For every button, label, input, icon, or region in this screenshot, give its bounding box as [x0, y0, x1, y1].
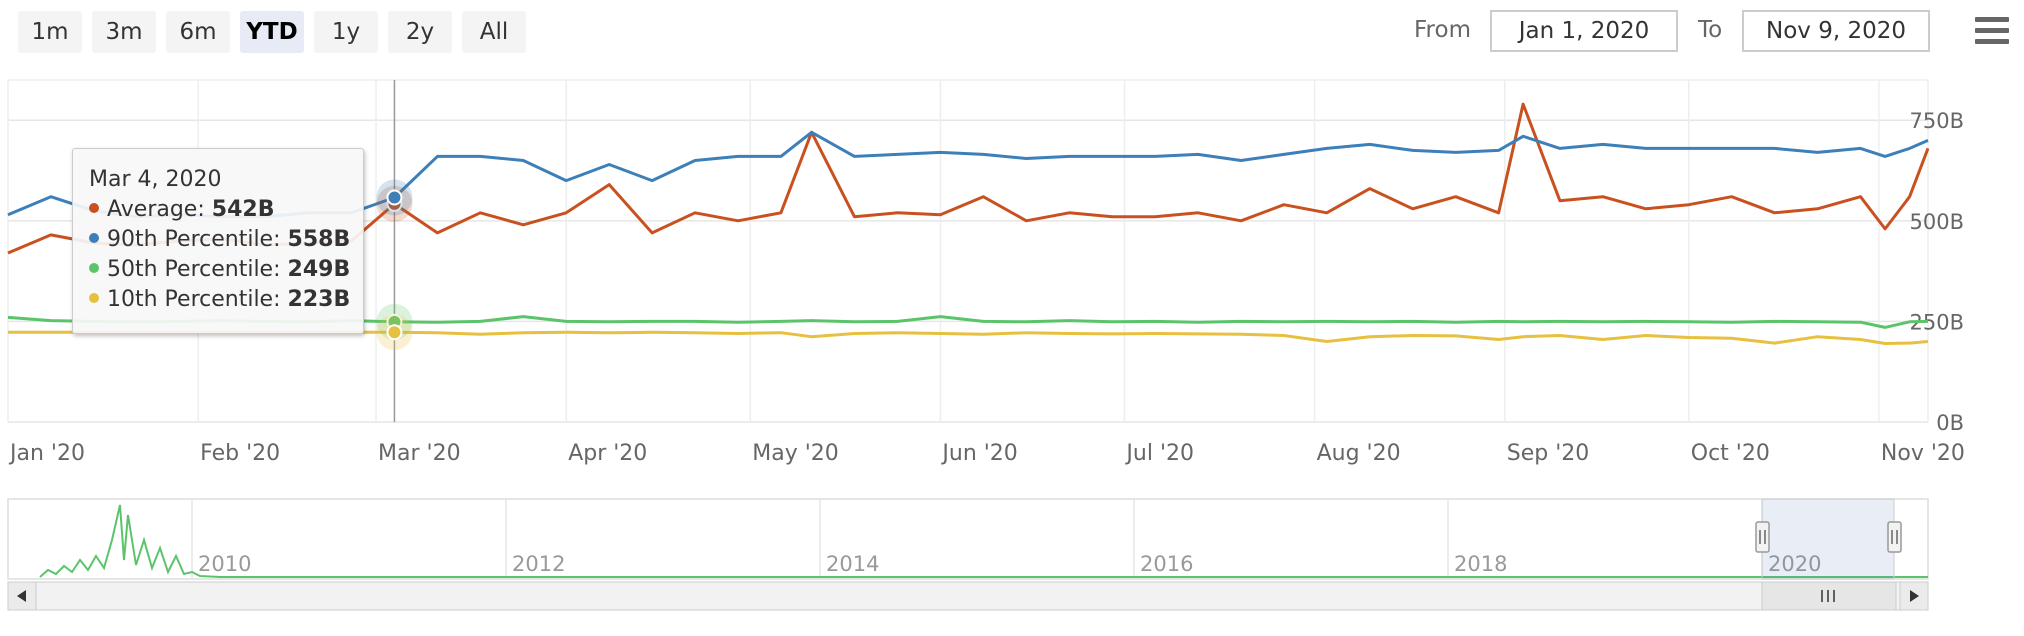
hamburger-menu-icon[interactable] [1975, 17, 2009, 47]
p10-dot-icon [89, 293, 99, 303]
range-button-1m[interactable]: 1m [18, 11, 82, 53]
chart-tooltip: Mar 4, 2020 Average: 542B 90th Percentil… [72, 148, 364, 334]
y-tick-label: 500B [1910, 210, 1965, 234]
p90-dot-icon [89, 233, 99, 243]
navigator-year-label: 2016 [1140, 552, 1193, 576]
x-axis-labels: Jan '20 Feb '20 Mar '20 Apr '20 May '20 Jun '… [8, 441, 1965, 466]
x-tick-label: Mar '20 [378, 441, 461, 466]
tooltip-row-average: Average: 542B [89, 195, 363, 225]
navigator-series-line [39, 504, 1928, 578]
navigator-year-label: 2010 [198, 552, 251, 576]
to-label: To [1698, 17, 1723, 43]
navigator-year-label: 2018 [1454, 552, 1507, 576]
tooltip-label: 10th Percentile: [107, 287, 281, 312]
tooltip-value: 558B [287, 227, 351, 252]
tooltip-label: 90th Percentile: [107, 227, 281, 252]
hover-point-10th-percentile [386, 324, 403, 341]
x-tick-label: May '20 [752, 441, 839, 466]
tooltip-row-p50: 50th Percentile: 249B [89, 255, 363, 285]
x-tick-label: Nov '20 [1881, 441, 1965, 466]
tooltip-label: 50th Percentile: [107, 257, 281, 282]
x-tick-label: Apr '20 [568, 441, 647, 466]
tooltip-row-p90: 90th Percentile: 558B [89, 225, 363, 255]
navigator-handle-right[interactable] [1887, 521, 1902, 553]
to-date-input[interactable] [1742, 10, 1930, 52]
x-tick-label: Feb '20 [200, 441, 280, 466]
tooltip-label: Average: [107, 197, 205, 222]
y-tick-label: 750B [1910, 109, 1965, 133]
x-tick-label: Aug '20 [1317, 441, 1401, 466]
from-label: From [1414, 17, 1471, 43]
x-tick-label: Jul '20 [1124, 441, 1194, 466]
range-button-2y[interactable]: 2y [388, 11, 452, 53]
y-tick-label: 0B [1936, 411, 1964, 435]
scroll-right-arrow-icon [1910, 590, 1919, 602]
navigator-frame [7, 498, 1929, 580]
p50-dot-icon [89, 263, 99, 273]
tooltip-row-p10: 10th Percentile: 223B [89, 285, 363, 315]
tooltip-value: 249B [287, 257, 351, 282]
navigator-selected-range[interactable] [1761, 498, 1895, 580]
range-button-3m[interactable]: 3m [92, 11, 156, 53]
navigator-year-label: 2014 [826, 552, 879, 576]
navigator-year-labels: 2010 2012 2014 2016 2018 2020 [198, 552, 1821, 576]
range-button-6m[interactable]: 6m [166, 11, 230, 53]
x-tick-label: Jan '20 [8, 441, 85, 466]
scrollbar-thumb-grip-icon [1821, 590, 1835, 602]
from-date-input[interactable] [1490, 10, 1678, 52]
navigator-year-label: 2012 [512, 552, 565, 576]
tooltip-date: Mar 4, 2020 [89, 167, 222, 192]
scrollbar-thumb[interactable] [1761, 581, 1897, 611]
x-tick-label: Jun '20 [940, 441, 1017, 466]
tooltip-value: 223B [287, 287, 351, 312]
tooltip-value: 542B [211, 197, 275, 222]
hover-markers [376, 179, 413, 351]
scrollbar-track[interactable] [7, 581, 1929, 611]
hover-point-90th-percentile [386, 189, 403, 206]
navigator-handle-left[interactable] [1755, 521, 1770, 553]
x-tick-label: Sep '20 [1507, 441, 1590, 466]
range-button-ytd[interactable]: YTD [240, 11, 304, 53]
average-dot-icon [89, 203, 99, 213]
scroll-left-arrow-icon [17, 590, 26, 602]
range-button-1y[interactable]: 1y [314, 11, 378, 53]
x-tick-label: Oct '20 [1691, 441, 1770, 466]
range-button-all[interactable]: All [462, 11, 526, 53]
navigator-year-label: 2020 [1768, 552, 1821, 576]
